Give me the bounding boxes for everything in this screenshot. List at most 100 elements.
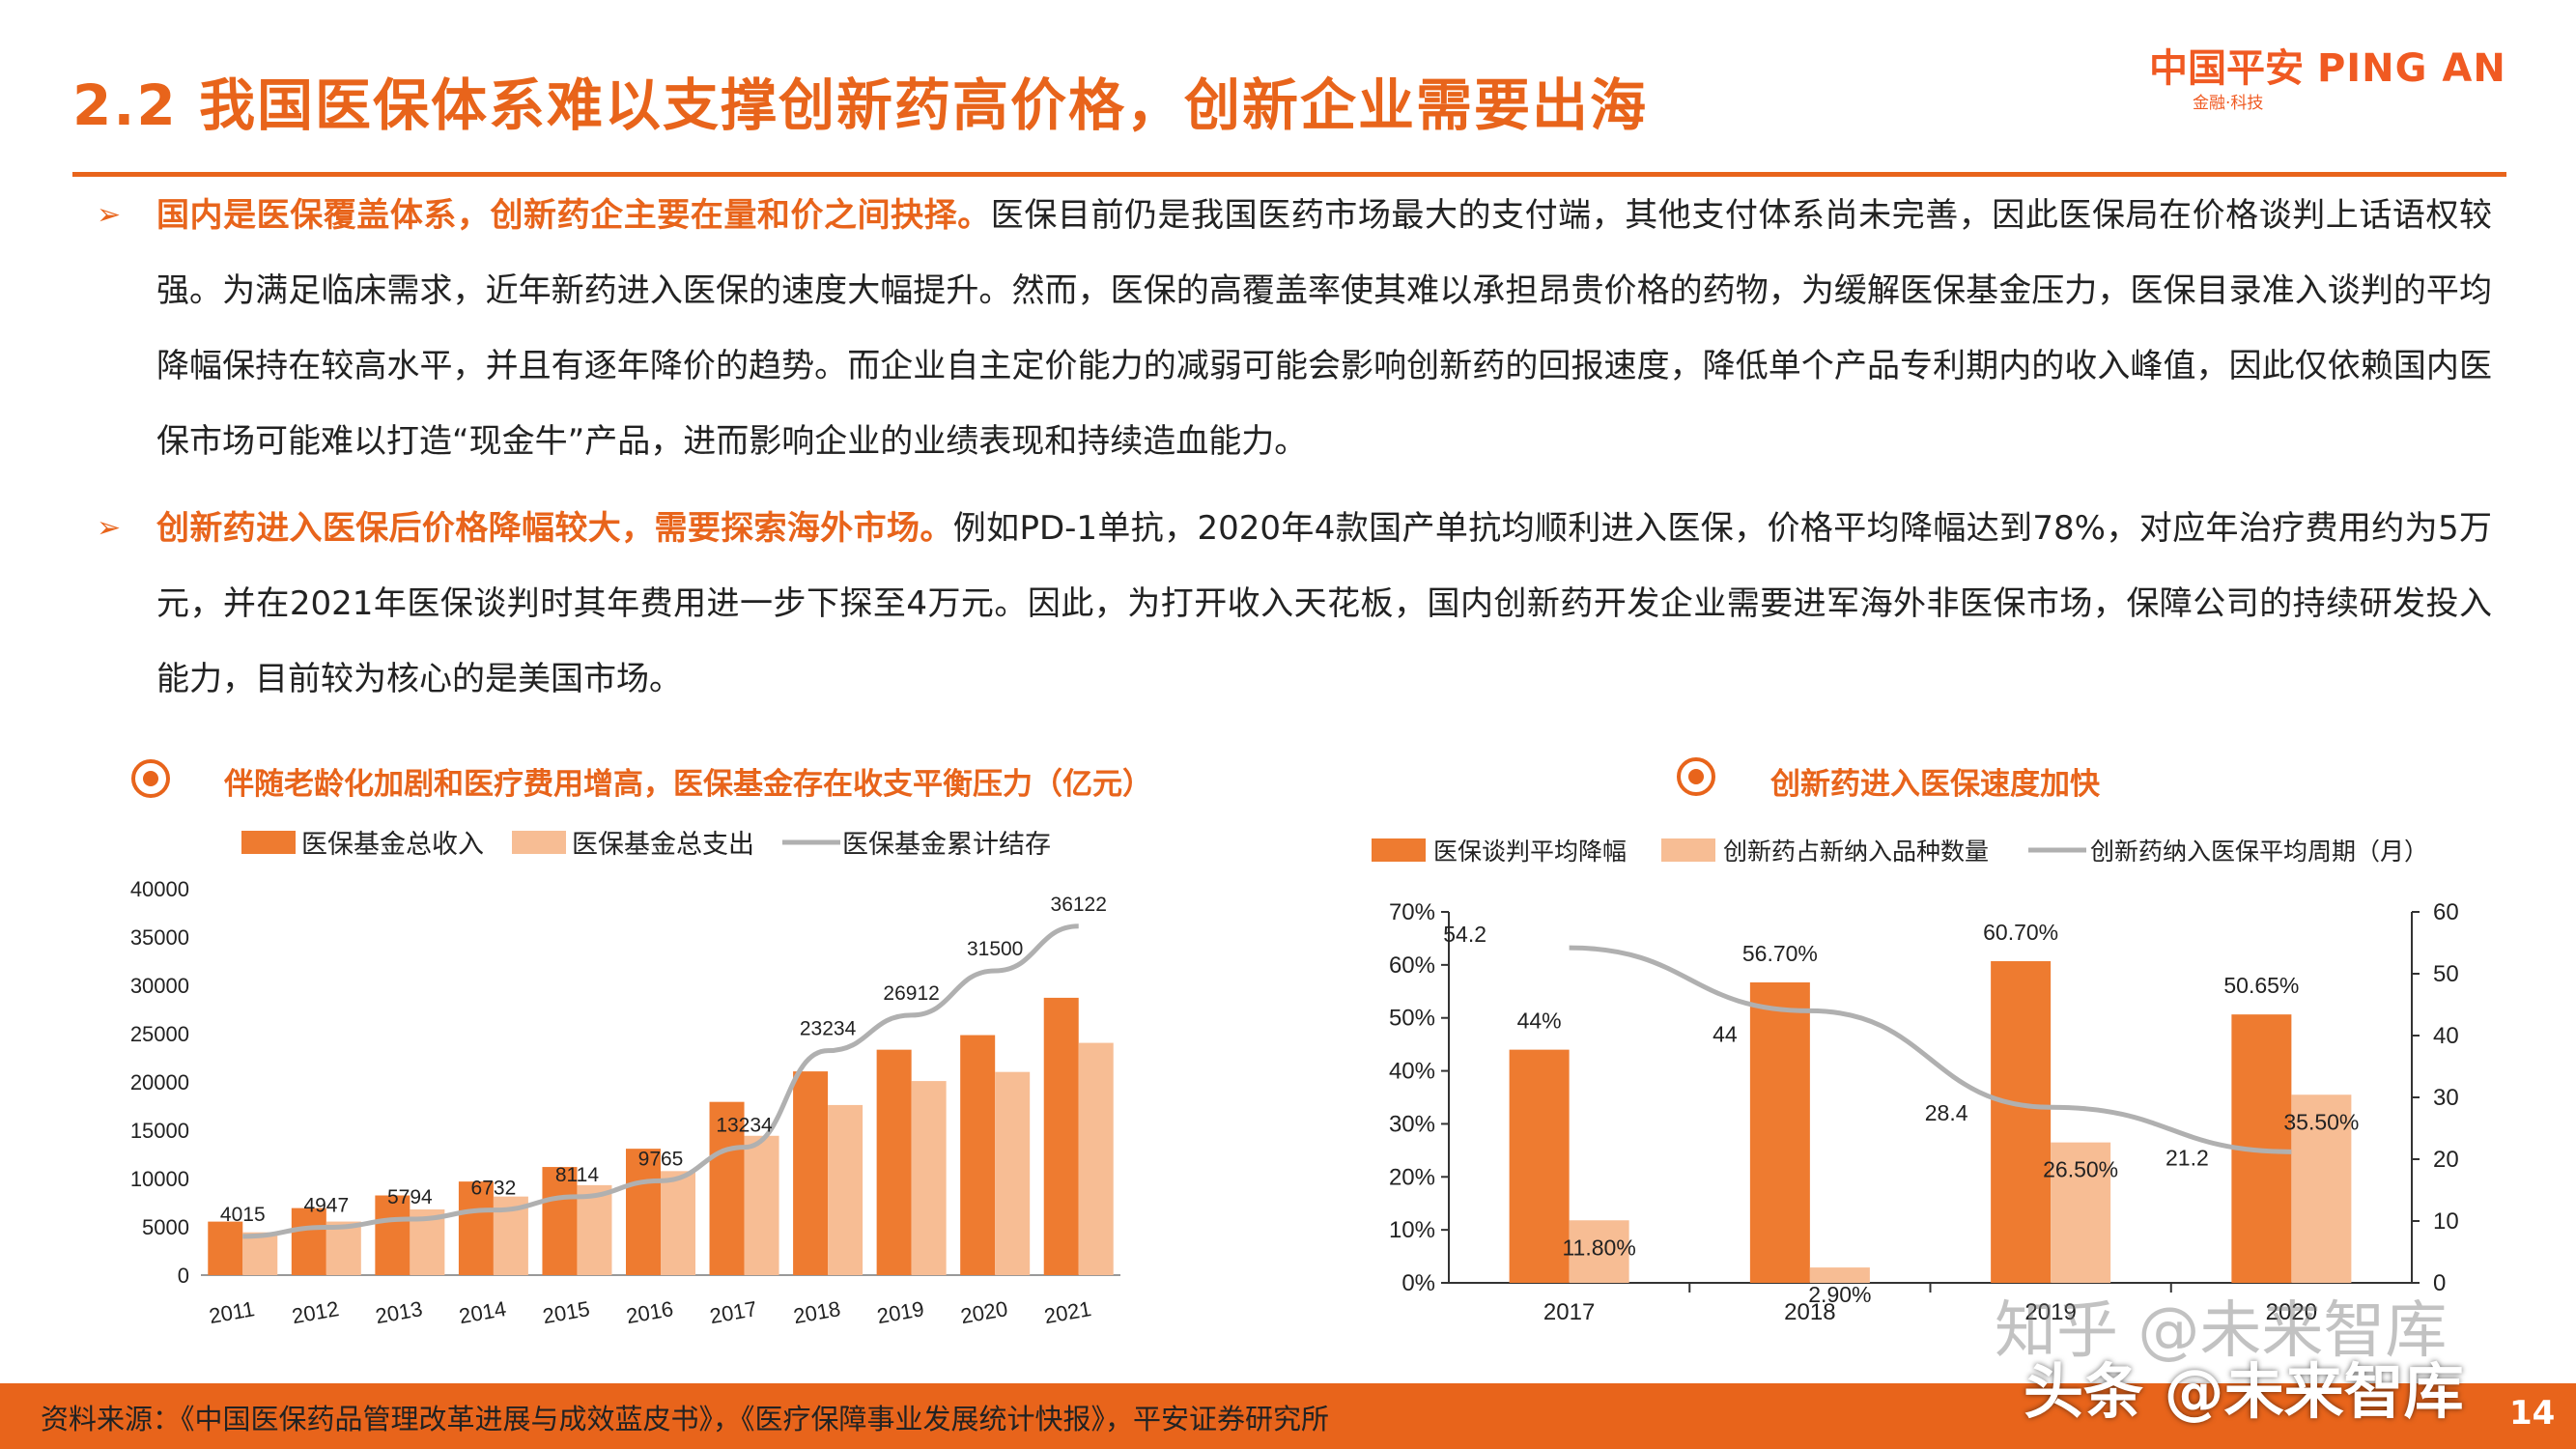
y-left-tick-label: 60% bbox=[1389, 952, 1435, 979]
income-bar bbox=[208, 1221, 243, 1275]
y-tick-label: 20000 bbox=[130, 1070, 189, 1094]
income-bar bbox=[291, 1208, 326, 1275]
page-title: 2.2 我国医保体系难以支撑创新药高价格，创新企业需要出海 bbox=[72, 72, 1648, 138]
legend-swatch bbox=[241, 831, 296, 854]
y-right-tick-label: 20 bbox=[2433, 1147, 2459, 1173]
page-number: 14 bbox=[2509, 1394, 2556, 1433]
legend-label: 医保基金累计结存 bbox=[842, 830, 1051, 859]
x-tick-label: 2019 bbox=[2024, 1299, 2076, 1325]
bullet-text: 国内是医保覆盖体系，创新药企主要在量和价之间抉择。医保目前仍是我国医药市场最大的… bbox=[156, 178, 2492, 479]
price-cut-bar bbox=[1749, 981, 1810, 1283]
y-right-tick-label: 10 bbox=[2433, 1208, 2459, 1235]
income-bar bbox=[458, 1181, 494, 1275]
x-tick-label: 2020 bbox=[2266, 1299, 2317, 1325]
y-tick-label: 0 bbox=[178, 1264, 189, 1288]
bullet-lead: 创新药进入医保后价格降幅较大，需要探索海外市场。 bbox=[156, 509, 953, 548]
balance-data-label: 5794 bbox=[387, 1186, 433, 1208]
x-tick-label: 2014 bbox=[457, 1296, 508, 1328]
left-chart-title: 伴随老龄化加剧和医疗费用增高，医保基金存在收支平衡压力（亿元） bbox=[224, 767, 1152, 802]
legend-label: 创新药占新纳入品种数量 bbox=[1723, 838, 1989, 866]
income-bar bbox=[960, 1035, 996, 1275]
cycle-data-label: 21.2 bbox=[2166, 1145, 2209, 1170]
y-tick-label: 30000 bbox=[130, 974, 189, 998]
y-left-tick-label: 50% bbox=[1389, 1006, 1435, 1032]
income-bar bbox=[793, 1071, 829, 1275]
innovative-share-data-label: 11.80% bbox=[1562, 1235, 1635, 1260]
innovative-share-bar bbox=[1809, 1267, 1870, 1283]
legend-swatch bbox=[1372, 838, 1426, 862]
pingan-logo: 中国平安 PING AN 金融·科技 bbox=[2149, 37, 2545, 114]
balance-data-label: 31500 bbox=[967, 938, 1023, 960]
balance-data-label: 36122 bbox=[1051, 894, 1107, 916]
x-tick-label: 2021 bbox=[1042, 1296, 1093, 1328]
y-left-tick-label: 0% bbox=[1401, 1270, 1435, 1296]
x-tick-label: 2013 bbox=[374, 1296, 425, 1328]
expenditure-bar bbox=[577, 1184, 612, 1275]
logo-wordmark: 中国平安 PING AN bbox=[2149, 37, 2506, 93]
fund-balance-chart: 医保基金总收入 医保基金总支出 医保基金累计结存 0 5000 10000 15000 200… bbox=[130, 830, 1120, 1328]
legend-swatch bbox=[512, 831, 566, 854]
bullet-paragraph-1: ➢ 国内是医保覆盖体系，创新药企主要在量和价之间抉择。医保目前仍是我国医药市场最… bbox=[97, 178, 2492, 479]
y-left-tick-label: 70% bbox=[1389, 899, 1435, 925]
x-tick-label: 2015 bbox=[541, 1296, 592, 1328]
innovative-drug-chart: 医保谈判平均降幅 创新药占新纳入品种数量 创新药纳入医保平均周期（月） 0% 10% 20… bbox=[1372, 838, 2459, 1325]
x-tick-label: 2020 bbox=[959, 1296, 1010, 1328]
income-bar bbox=[876, 1049, 912, 1275]
x-tick-label: 2017 bbox=[1543, 1299, 1595, 1325]
legend-swatch bbox=[1661, 838, 1715, 862]
balance-data-label: 13234 bbox=[716, 1115, 773, 1137]
y-tick-label: 15000 bbox=[130, 1119, 189, 1143]
expenditure-bar bbox=[1078, 1042, 1114, 1275]
innovative-share-bar bbox=[2291, 1094, 2352, 1283]
price-cut-data-label: 44% bbox=[1517, 1009, 1562, 1034]
legend-label: 创新药纳入医保平均周期（月） bbox=[2090, 838, 2428, 866]
expenditure-bar bbox=[661, 1171, 695, 1275]
y-right-tick-label: 40 bbox=[2433, 1023, 2459, 1049]
y-right-tick-label: 0 bbox=[2433, 1270, 2446, 1296]
legend-label: 医保基金总支出 bbox=[572, 830, 754, 859]
x-tick-label: 2017 bbox=[708, 1296, 759, 1328]
y-tick-label: 5000 bbox=[142, 1215, 189, 1239]
balance-data-label: 4947 bbox=[303, 1195, 349, 1217]
footer-source: 资料来源：《中国医保药品管理改革进展与成效蓝皮书》，《医疗保障事业发展统计快报》… bbox=[41, 1403, 1330, 1435]
y-tick-label: 25000 bbox=[130, 1022, 189, 1046]
logo-en: PING AN bbox=[2316, 46, 2506, 91]
arrow-bullet-icon: ➢ bbox=[97, 198, 122, 232]
expenditure-bar bbox=[911, 1081, 947, 1275]
footer-bar bbox=[0, 1383, 2576, 1449]
legend-label: 医保基金总收入 bbox=[301, 830, 484, 859]
balance-data-label: 9765 bbox=[638, 1148, 684, 1170]
expenditure-bar bbox=[326, 1221, 361, 1275]
y-left-tick-label: 10% bbox=[1389, 1217, 1435, 1243]
price-cut-data-label: 60.70% bbox=[1983, 920, 2058, 945]
bullet-body: 医保目前仍是我国医药市场最大的支付端，其他支付体系尚未完善，因此医保局在价格谈判… bbox=[156, 196, 2493, 461]
y-tick-label: 10000 bbox=[130, 1167, 189, 1191]
expenditure-bar bbox=[828, 1104, 863, 1275]
x-tick-label: 2012 bbox=[290, 1296, 341, 1328]
income-bar bbox=[1043, 997, 1079, 1275]
income-bar bbox=[375, 1195, 410, 1275]
y-left-tick-label: 20% bbox=[1389, 1164, 1435, 1190]
price-cut-bar bbox=[1509, 1049, 1570, 1283]
innovative-share-bar bbox=[1569, 1220, 1629, 1283]
bullet-paragraph-2: ➢ 创新药进入医保后价格降幅较大，需要探索海外市场。例如PD-1单抗，2020年… bbox=[97, 491, 2492, 717]
balance-data-label: 6732 bbox=[471, 1178, 517, 1200]
y-left-tick-label: 30% bbox=[1389, 1111, 1435, 1137]
target-icon bbox=[1677, 757, 1715, 796]
watermark-toutiao: 头条 @未来智库 bbox=[2024, 1356, 2464, 1427]
logo-tagline: 金融·科技 bbox=[2193, 94, 2264, 113]
legend-label: 医保谈判平均降幅 bbox=[1433, 838, 1627, 866]
innovative-share-data-label: 35.50% bbox=[2283, 1109, 2359, 1134]
price-cut-data-label: 56.70% bbox=[1742, 941, 1818, 966]
innovative-share-data-label: 2.90% bbox=[1808, 1282, 1871, 1307]
bullet-text: 创新药进入医保后价格降幅较大，需要探索海外市场。例如PD-1单抗，2020年4款… bbox=[156, 491, 2492, 717]
x-tick-label: 2018 bbox=[1784, 1299, 1835, 1325]
cycle-line bbox=[1569, 945, 2292, 1154]
target-icon bbox=[131, 759, 170, 798]
balance-data-label: 8114 bbox=[555, 1164, 599, 1186]
y-tick-label: 35000 bbox=[130, 925, 189, 950]
x-tick-label: 2016 bbox=[624, 1296, 675, 1328]
x-tick-label: 2018 bbox=[792, 1296, 843, 1328]
cycle-data-label: 44 bbox=[1713, 1021, 1738, 1046]
bullet-body: 例如PD-1单抗，2020年4款国产单抗均顺利进入医保，价格平均降幅达到78%，… bbox=[156, 509, 2492, 698]
